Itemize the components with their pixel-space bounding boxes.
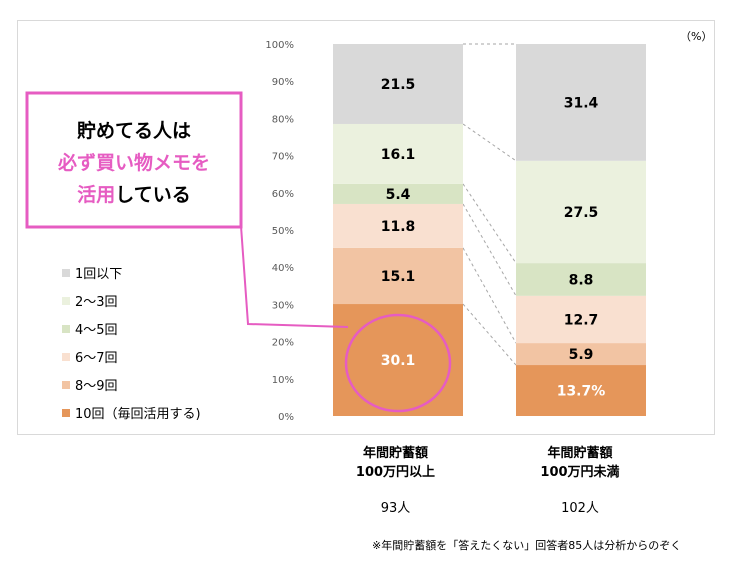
y-tick-label: 80% <box>272 114 294 125</box>
bar-segment <box>516 44 646 161</box>
data-label: 13.7% <box>557 384 606 400</box>
callout-line3: 活用している <box>77 183 190 206</box>
category-label-0: 年間貯蓄額 100万円以上 <box>318 444 473 482</box>
callout-line1: 貯めてる人は <box>77 119 191 142</box>
y-tick-label: 20% <box>272 338 294 349</box>
bar-segment <box>333 44 463 124</box>
data-label: 8.8 <box>569 272 594 288</box>
data-label: 30.1 <box>381 353 416 369</box>
y-tick-label: 30% <box>272 300 294 311</box>
callout-line3-pink: 活用 <box>77 183 115 206</box>
y-tick-label: 10% <box>272 375 294 386</box>
y-tick-label: 100% <box>265 40 294 51</box>
category-count-0: 93人 <box>380 501 411 516</box>
data-label: 5.9 <box>569 347 594 363</box>
data-label: 31.4 <box>564 95 599 111</box>
category-label-1: 年間貯蓄額 100万円未満 <box>500 444 660 482</box>
data-label: 5.4 <box>386 187 411 203</box>
legend-label: 6～7回 <box>75 351 118 366</box>
footnote: ※年間貯蓄額を「答えたくない」回答者85人は分析からのぞく <box>372 539 682 552</box>
bar-segment <box>516 343 646 366</box>
legend-swatch <box>62 297 70 305</box>
legend-label: 4～5回 <box>75 323 118 338</box>
legend-swatch <box>62 409 70 417</box>
data-label: 15.1 <box>381 269 416 285</box>
legend-swatch <box>62 381 70 389</box>
legend-label: 1回以下 <box>75 267 122 282</box>
legend-swatch <box>62 325 70 333</box>
connector-line <box>462 123 517 162</box>
callout-pointer <box>240 225 349 328</box>
bar-segment <box>516 263 646 296</box>
category-label-1-line2: 100万円未満 <box>540 465 620 480</box>
bar-segment <box>333 247 463 305</box>
data-label: 12.7 <box>564 312 599 328</box>
legend-label: 8～9回 <box>75 379 118 394</box>
legend-swatch <box>62 353 70 361</box>
unit-label: （%） <box>680 30 712 43</box>
legend-label: 2～3回 <box>75 295 118 310</box>
chart-frame: 0% 10% 20% 30% 40% 50% 60% 70% 80% 90% 100% 30.1 15… <box>17 20 715 435</box>
category-count-1: 102人 <box>561 501 599 516</box>
category-label-1-line1: 年間貯蓄額 <box>547 446 613 461</box>
bar-segment <box>333 183 463 204</box>
callout-line2: 必ず買い物メモを <box>57 151 210 174</box>
connector-line <box>462 247 517 344</box>
connector-line <box>462 303 517 366</box>
y-tick-label: 0% <box>278 412 294 423</box>
category-label-0-line1: 年間貯蓄額 <box>362 446 428 461</box>
y-tick-label: 50% <box>272 226 294 237</box>
data-label: 11.8 <box>381 219 416 235</box>
data-label: 21.5 <box>381 77 416 93</box>
bar-segment <box>516 295 646 344</box>
bar-segment <box>516 365 646 416</box>
data-label: 27.5 <box>564 205 599 221</box>
legend-swatch <box>62 269 70 277</box>
stacked-bar-chart: 0% 10% 20% 30% 40% 50% 60% 70% 80% 90% 100% 30.1 15… <box>25 30 712 423</box>
y-tick-label: 90% <box>272 77 294 88</box>
y-tick-label: 70% <box>272 152 294 163</box>
bar-segment <box>333 203 463 248</box>
bar-segment <box>333 304 463 416</box>
bar-segment <box>333 123 463 184</box>
callout-box <box>25 91 243 229</box>
callout-line3-rest: している <box>115 184 190 206</box>
connector-line <box>462 183 517 264</box>
y-tick-label: 60% <box>272 189 294 200</box>
category-label-0-line2: 100万円以上 <box>355 465 436 480</box>
connector-line <box>462 203 517 297</box>
y-tick-label: 40% <box>272 263 294 274</box>
highlight-circle <box>344 313 452 413</box>
legend-label: 10回（毎回活用する) <box>75 406 201 422</box>
data-label: 16.1 <box>381 147 416 163</box>
bar-segment <box>516 160 646 264</box>
